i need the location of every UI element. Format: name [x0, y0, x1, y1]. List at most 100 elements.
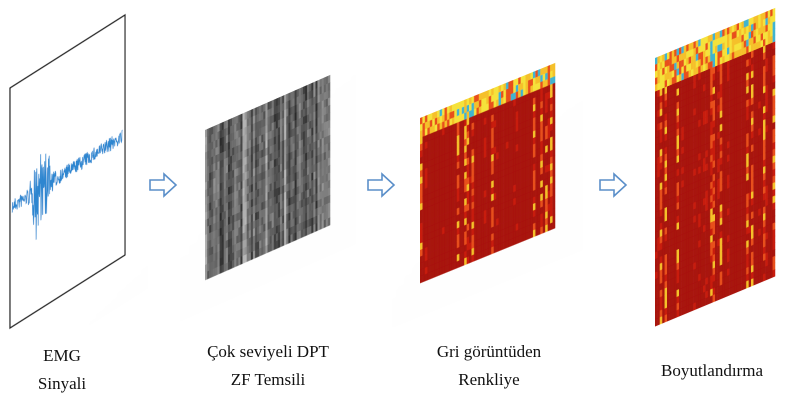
- pixel: [259, 188, 261, 197]
- pixel: [257, 226, 259, 235]
- pixel: [224, 173, 226, 182]
- pixel: [309, 196, 311, 205]
- pixel: [270, 168, 272, 177]
- pixel: [272, 130, 274, 139]
- pixel: [251, 229, 253, 238]
- pixel: [240, 113, 242, 122]
- pixel: [207, 248, 209, 257]
- pixel: [324, 84, 326, 93]
- pixel: [224, 241, 226, 250]
- pixel: [259, 225, 261, 234]
- pixel: [315, 103, 317, 112]
- pixel: [243, 247, 245, 256]
- pixel: [290, 211, 292, 220]
- pixel: [274, 196, 276, 205]
- pixel: [224, 211, 226, 220]
- pixel: [247, 141, 249, 150]
- pixel: [276, 180, 278, 189]
- pixel: [218, 258, 220, 267]
- pixel: [280, 216, 282, 225]
- pixel: [209, 157, 211, 166]
- pixel: [318, 124, 320, 133]
- pixel: [276, 98, 278, 107]
- pixel: [207, 196, 209, 205]
- panel-label: Boyutlandırma: [661, 361, 763, 380]
- pixel: [251, 169, 253, 178]
- pixel: [282, 178, 284, 187]
- pixel: [209, 150, 211, 159]
- pixel: [215, 229, 217, 238]
- pixel: [265, 110, 267, 119]
- pixel: [243, 187, 245, 196]
- pixel: [228, 239, 230, 248]
- pixel: [213, 230, 215, 239]
- pixel: [299, 215, 301, 224]
- pixel: [284, 237, 286, 246]
- pixel: [295, 180, 297, 189]
- pixel: [222, 242, 224, 251]
- pixel: [320, 146, 322, 155]
- pixel: [230, 133, 232, 142]
- pixel: [476, 252, 479, 260]
- pixel: [479, 251, 482, 259]
- pixel: [278, 104, 280, 113]
- pixel: [274, 226, 276, 235]
- pixel: [243, 120, 245, 129]
- pixel: [328, 127, 330, 136]
- pixel: [222, 257, 224, 266]
- pixel: [280, 156, 282, 165]
- pixel: [226, 120, 228, 129]
- pixel: [265, 215, 267, 224]
- pixel: [457, 260, 460, 268]
- pixel: [209, 210, 211, 219]
- pixel: [236, 153, 238, 162]
- pixel: [328, 105, 330, 114]
- pixel: [328, 142, 330, 151]
- pixel: [261, 119, 263, 128]
- pixel: [286, 123, 288, 132]
- pixel: [313, 164, 315, 173]
- pixel: [218, 198, 220, 207]
- pixel: [253, 243, 255, 252]
- pixel: [315, 95, 317, 104]
- pixel: [230, 223, 232, 232]
- pixel: [263, 238, 265, 247]
- pixel: [209, 172, 211, 181]
- pixel: [220, 250, 222, 259]
- pixel: [278, 217, 280, 226]
- pixel: [297, 186, 299, 195]
- pixel: [737, 284, 740, 292]
- pixel: [222, 204, 224, 213]
- pixel: [322, 93, 324, 102]
- pixel: [315, 200, 317, 209]
- pixel: [324, 174, 326, 183]
- pixel: [224, 151, 226, 160]
- pixel: [299, 110, 301, 119]
- pixel: [305, 197, 307, 206]
- pixel: [313, 81, 315, 90]
- pixel: [222, 159, 224, 168]
- pixel: [297, 111, 299, 120]
- pixel: [265, 125, 267, 134]
- pixel: [245, 179, 247, 188]
- pixel: [215, 267, 217, 276]
- pixel: [245, 164, 247, 173]
- pixel: [253, 123, 255, 132]
- pixel: [205, 166, 207, 175]
- pixel: [295, 172, 297, 181]
- pixel: [218, 236, 220, 245]
- pixel: [247, 133, 249, 142]
- pixel: [278, 119, 280, 128]
- pixel: [315, 163, 317, 172]
- pixel: [288, 130, 290, 139]
- pixel: [222, 129, 224, 138]
- pixel: [255, 197, 257, 206]
- pixel: [307, 122, 309, 131]
- pixel: [234, 229, 236, 238]
- pixel: [238, 249, 240, 258]
- pixel: [268, 116, 270, 125]
- pixel: [259, 128, 261, 137]
- pixel: [257, 144, 259, 153]
- pixel: [313, 141, 315, 150]
- pixel: [215, 237, 217, 246]
